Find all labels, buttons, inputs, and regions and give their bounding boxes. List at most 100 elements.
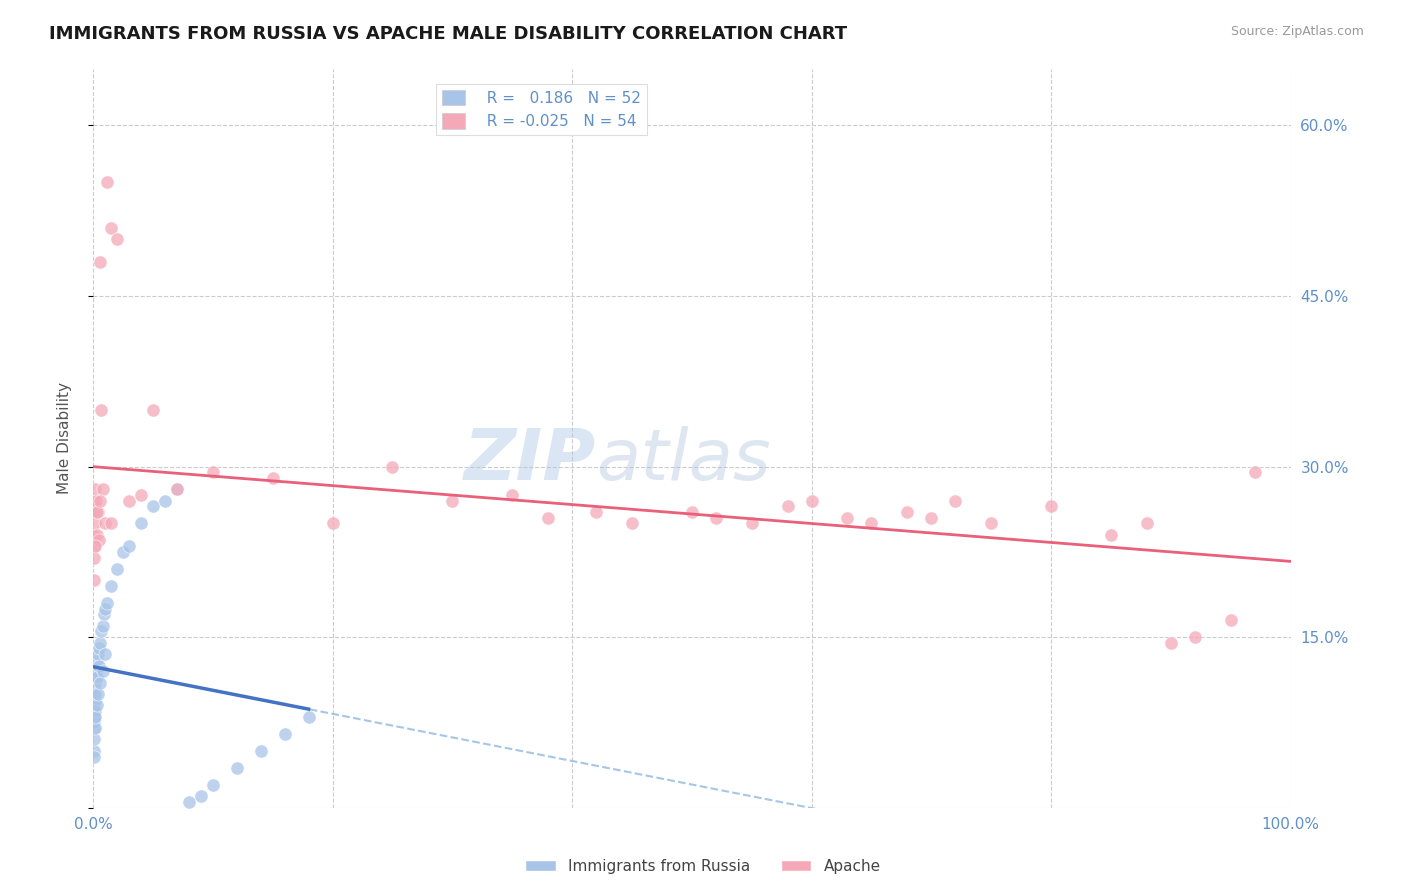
Point <box>87 641 110 656</box>
Point <box>225 761 247 775</box>
Point <box>111 545 134 559</box>
Point <box>94 601 117 615</box>
Point <box>441 493 464 508</box>
Point <box>87 658 110 673</box>
Point <box>87 533 110 548</box>
Point <box>83 744 105 758</box>
Point <box>83 687 105 701</box>
Point <box>585 505 607 519</box>
Point <box>980 516 1002 531</box>
Point <box>100 220 122 235</box>
Point <box>84 709 107 723</box>
Point <box>105 232 128 246</box>
Point <box>83 709 105 723</box>
Point <box>1184 630 1206 644</box>
Point <box>273 727 295 741</box>
Point <box>83 698 105 713</box>
Point <box>943 493 966 508</box>
Point <box>201 778 224 792</box>
Text: ZIP: ZIP <box>464 425 596 495</box>
Legend: Immigrants from Russia, Apache: Immigrants from Russia, Apache <box>519 853 887 880</box>
Point <box>537 510 560 524</box>
Point <box>83 681 105 696</box>
Point <box>83 732 105 747</box>
Point <box>896 505 918 519</box>
Point <box>86 528 108 542</box>
Point <box>84 493 107 508</box>
Point <box>1099 528 1122 542</box>
Point <box>89 675 111 690</box>
Point <box>177 795 200 809</box>
Point <box>129 516 152 531</box>
Point <box>90 402 112 417</box>
Point <box>920 510 942 524</box>
Point <box>94 516 117 531</box>
Point <box>83 715 105 730</box>
Point <box>83 692 105 706</box>
Point <box>837 510 859 524</box>
Point <box>83 704 105 718</box>
Text: atlas: atlas <box>596 425 770 495</box>
Y-axis label: Male Disability: Male Disability <box>58 382 72 494</box>
Legend:   R =   0.186   N = 52,   R = -0.025   N = 54: R = 0.186 N = 52, R = -0.025 N = 54 <box>436 84 647 136</box>
Text: IMMIGRANTS FROM RUSSIA VS APACHE MALE DISABILITY CORRELATION CHART: IMMIGRANTS FROM RUSSIA VS APACHE MALE DI… <box>49 25 848 43</box>
Point <box>83 692 105 706</box>
Point <box>83 505 105 519</box>
Point <box>100 516 122 531</box>
Point <box>142 500 165 514</box>
Point <box>84 675 107 690</box>
Point <box>87 647 110 661</box>
Point <box>84 516 107 531</box>
Point <box>86 653 108 667</box>
Point <box>153 493 176 508</box>
Point <box>776 500 799 514</box>
Point <box>84 687 107 701</box>
Point <box>91 664 114 678</box>
Point <box>96 175 118 189</box>
Point <box>83 709 105 723</box>
Point <box>87 505 110 519</box>
Point <box>681 505 703 519</box>
Point <box>83 483 105 497</box>
Point <box>89 255 111 269</box>
Point <box>84 670 107 684</box>
Point <box>83 721 105 735</box>
Point <box>118 493 141 508</box>
Point <box>83 573 105 587</box>
Point <box>105 562 128 576</box>
Point <box>741 516 763 531</box>
Text: Source: ZipAtlas.com: Source: ZipAtlas.com <box>1230 25 1364 38</box>
Point <box>620 516 643 531</box>
Point <box>704 510 727 524</box>
Point <box>86 670 108 684</box>
Point <box>87 687 110 701</box>
Point <box>249 744 271 758</box>
Point <box>381 459 404 474</box>
Point <box>1040 500 1063 514</box>
Point <box>262 471 284 485</box>
Point <box>91 618 114 632</box>
Point <box>83 539 105 553</box>
Point <box>83 704 105 718</box>
Point <box>86 505 108 519</box>
Point <box>83 749 105 764</box>
Point <box>297 709 319 723</box>
Point <box>86 698 108 713</box>
Point <box>501 488 523 502</box>
Point <box>1160 636 1182 650</box>
Point <box>89 493 111 508</box>
Point <box>118 539 141 553</box>
Point <box>201 465 224 479</box>
Point <box>83 550 105 565</box>
Point <box>83 721 105 735</box>
Point <box>91 483 114 497</box>
Point <box>89 636 111 650</box>
Point <box>94 647 117 661</box>
Point <box>800 493 823 508</box>
Point <box>100 579 122 593</box>
Point <box>1243 465 1265 479</box>
Point <box>190 789 212 804</box>
Point <box>83 539 105 553</box>
Point <box>129 488 152 502</box>
Point <box>83 493 105 508</box>
